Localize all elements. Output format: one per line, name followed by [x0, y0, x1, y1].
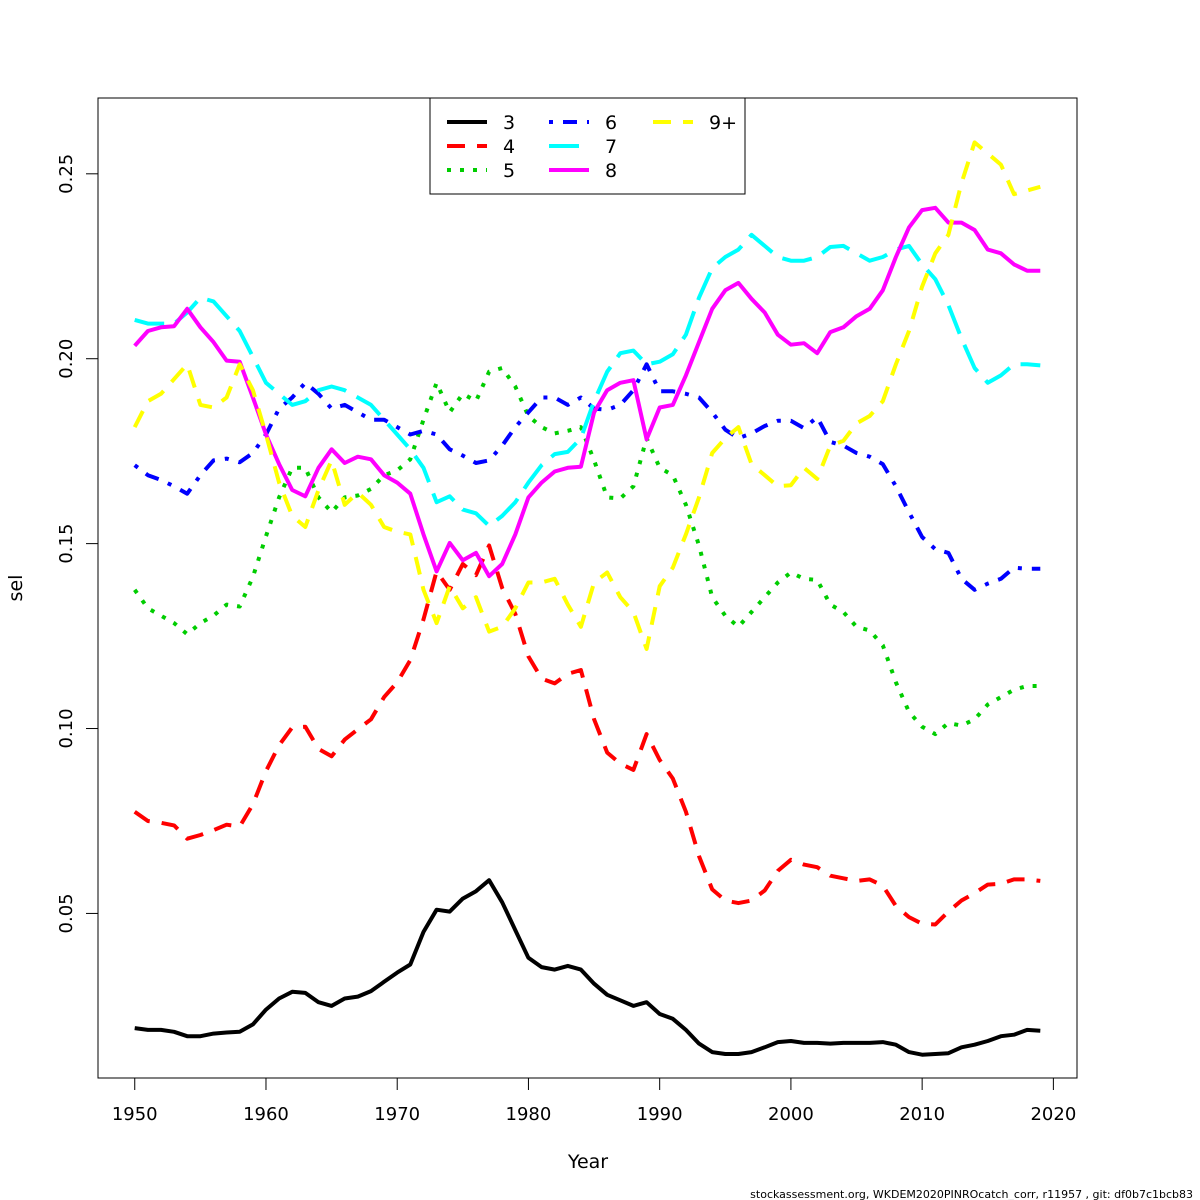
y-tick-label: 0.05: [56, 893, 77, 933]
y-tick-label: 0.20: [56, 339, 77, 379]
legend: 345 678 9+: [429, 97, 746, 195]
series-line-8: [133, 205, 1041, 579]
x-tick-label: 1960: [243, 1104, 289, 1125]
y-axis: 0.05 0.10 0.15 0.20 0.25: [56, 154, 99, 933]
legend-label-6: 6: [605, 112, 617, 134]
x-tick-label: 1950: [112, 1104, 158, 1125]
x-tick-label: 2020: [1030, 1104, 1076, 1125]
x-axis: 1950 1960 1970 1980 1990 2000 2010 2020: [112, 1077, 1076, 1125]
series-line-7: [134, 232, 1041, 528]
series-line-3: [134, 878, 1041, 1057]
x-axis-title: Year: [567, 1151, 608, 1173]
legend-label-9plus: 9+: [709, 112, 737, 134]
x-tick-label: 2000: [768, 1104, 814, 1125]
x-tick-label: 2010: [899, 1104, 945, 1125]
y-tick-label: 0.10: [56, 708, 77, 748]
footer-text: stockassessment.org, WKDEM2020PINROcatch…: [750, 1188, 1193, 1200]
y-tick-label: 0.25: [56, 154, 77, 194]
y-axis-title: sel: [5, 575, 27, 602]
series-layer: [132, 140, 1041, 1057]
legend-label-4: 4: [503, 136, 515, 158]
x-tick-label: 1990: [637, 1104, 683, 1125]
y-tick-label: 0.15: [56, 524, 77, 564]
legend-label-3: 3: [503, 112, 515, 134]
legend-label-8: 8: [605, 160, 617, 182]
series-line-4: [133, 543, 1041, 927]
plot-frame: [97, 97, 1078, 1079]
legend-label-5: 5: [503, 160, 515, 182]
series-line-9plus: [132, 140, 1041, 651]
x-tick-label: 1970: [374, 1104, 420, 1125]
series-line-6: [133, 362, 1041, 592]
legend-label-7: 7: [605, 136, 617, 158]
x-tick-label: 1980: [506, 1104, 552, 1125]
